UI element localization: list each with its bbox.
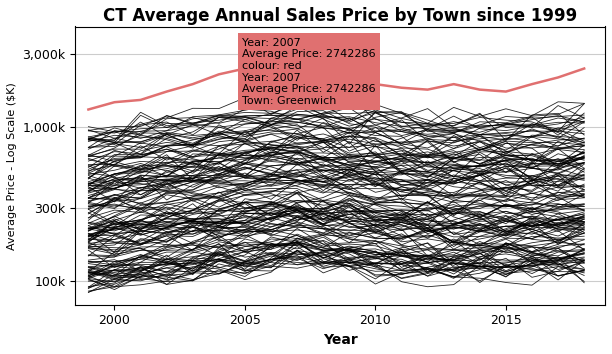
Y-axis label: Average Price - Log Scale ($K): Average Price - Log Scale ($K) <box>7 82 17 250</box>
Text: Year: 2007
Average Price: 2742286
colour: red
Year: 2007
Average Price: 2742286
: Year: 2007 Average Price: 2742286 colour… <box>242 38 376 106</box>
X-axis label: Year: Year <box>323 333 357 347</box>
Title: CT Average Annual Sales Price by Town since 1999: CT Average Annual Sales Price by Town si… <box>103 7 577 25</box>
